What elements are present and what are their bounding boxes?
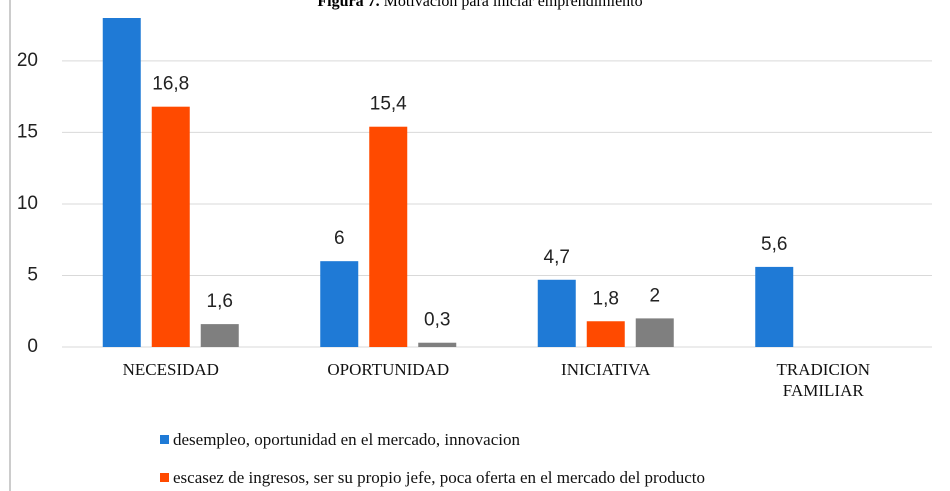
legend-label: escasez de ingresos, ser su propio jefe,…	[173, 468, 705, 487]
data-label: 1,6	[207, 291, 233, 312]
bar	[320, 261, 359, 347]
y-tick-label: 0	[27, 336, 38, 357]
bar	[635, 318, 674, 347]
data-label: 2	[649, 285, 660, 306]
y-tick-label: 5	[27, 264, 38, 285]
x-tick-label: TRADICION FAMILIAR	[776, 360, 871, 400]
bar	[418, 342, 457, 347]
data-label: 16,8	[152, 74, 189, 95]
title-label: Figura 7.	[317, 0, 379, 10]
bar	[755, 266, 794, 347]
data-label: 1,8	[593, 288, 619, 309]
bar	[537, 279, 576, 347]
legend-label: desempleo, oportunidad en el mercado, in…	[173, 430, 520, 449]
x-tick-label: OPORTUNIDAD	[327, 360, 450, 379]
data-label: 5,6	[761, 234, 787, 255]
x-tick-label: NECESIDAD	[122, 360, 219, 379]
data-label: 6	[334, 228, 345, 249]
bar	[102, 18, 141, 347]
x-tick-label: INICIATIVA	[561, 360, 651, 379]
bar	[369, 126, 408, 347]
data-label: 15,4	[370, 94, 407, 115]
legend-swatch	[160, 473, 169, 482]
chart-title: Figura 7. Motivacion para iniciar empren…	[317, 0, 642, 10]
legend-swatch	[160, 435, 169, 444]
data-label: 4,7	[544, 247, 570, 268]
bar	[586, 321, 625, 347]
title-text: Motivacion para iniciar emprendimiento	[384, 0, 643, 10]
bar	[151, 106, 190, 348]
y-tick-label: 10	[17, 193, 38, 214]
y-tick-label: 20	[17, 50, 38, 71]
data-label: 0,3	[424, 310, 450, 331]
y-tick-label: 15	[17, 121, 38, 142]
bar	[200, 324, 239, 347]
